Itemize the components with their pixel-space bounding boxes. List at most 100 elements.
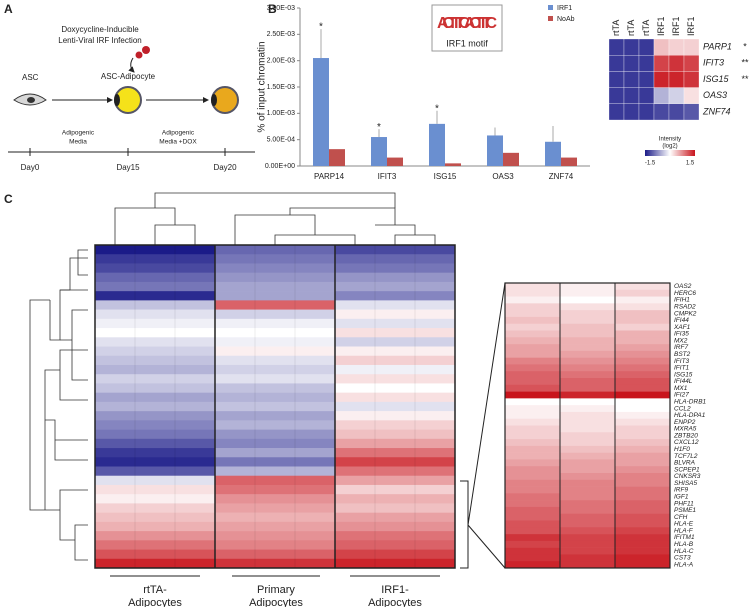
heatmap-cell bbox=[335, 383, 455, 393]
heatmap-cell bbox=[615, 303, 670, 311]
heatmap-cell bbox=[505, 337, 560, 345]
heatmap-cell bbox=[683, 38, 700, 56]
heatmap-cell bbox=[560, 411, 615, 420]
heatmap-cell bbox=[615, 554, 670, 562]
heatmap-cell bbox=[615, 418, 670, 426]
heatmap-cell bbox=[638, 38, 655, 56]
column-label: IRF1 bbox=[686, 16, 696, 36]
heatmap-cell bbox=[335, 263, 455, 273]
heatmap-cell bbox=[505, 540, 560, 548]
heatmap-cell bbox=[615, 344, 670, 352]
heatmap-cell bbox=[505, 350, 560, 358]
x-tick-label: OAS3 bbox=[492, 172, 514, 181]
heatmap-cell bbox=[615, 473, 670, 481]
heatmap-cell bbox=[505, 418, 560, 426]
heatmap-cell bbox=[215, 512, 335, 523]
gene-label: ZBTB20 bbox=[673, 432, 698, 439]
heatmap-cell bbox=[615, 534, 670, 542]
heatmap-cell bbox=[608, 55, 625, 72]
virus-icon bbox=[135, 46, 150, 59]
heatmap-cell bbox=[335, 300, 455, 310]
heatmap-cell bbox=[560, 486, 615, 494]
heatmap-cell bbox=[215, 558, 335, 569]
gene-label: TCF7L2 bbox=[674, 453, 698, 460]
heatmap-cell bbox=[215, 484, 335, 495]
heatmap-cell bbox=[335, 448, 455, 458]
heatmap-cell bbox=[95, 420, 215, 430]
column-label: rtTA bbox=[611, 20, 621, 36]
y-axis-label: % of input chromatin bbox=[257, 41, 268, 132]
heatmap-cell bbox=[668, 103, 685, 121]
gene-label: BLVRA bbox=[674, 460, 695, 467]
heatmap-cell bbox=[95, 337, 215, 347]
gene-label: CMPK2 bbox=[674, 310, 697, 317]
heatmap-cell bbox=[335, 531, 455, 541]
heatmap-cell bbox=[505, 425, 560, 433]
gene-label: SCPEP1 bbox=[674, 466, 700, 473]
heatmap-cell bbox=[505, 391, 560, 399]
heatmap-cell bbox=[215, 503, 335, 513]
gene-label: MX1 bbox=[674, 385, 688, 392]
heatmap-cell bbox=[215, 429, 335, 440]
heatmap-cell bbox=[623, 103, 640, 121]
group-label: Primary bbox=[257, 584, 295, 596]
gene-label: CFH bbox=[674, 514, 688, 521]
motif: ACTTTCACTTTC IRF1 motif bbox=[431, 4, 503, 52]
gene-label: IFITM1 bbox=[674, 534, 695, 541]
heatmap-cell bbox=[215, 383, 335, 393]
heatmap-cell bbox=[215, 245, 335, 255]
heatmap-cell bbox=[95, 494, 215, 504]
heatmap-cell bbox=[615, 330, 670, 338]
gene-label: IFIH1 bbox=[674, 297, 690, 304]
heatmap-cell bbox=[560, 316, 615, 325]
significance: * bbox=[377, 122, 381, 133]
heatmap-cell bbox=[95, 521, 215, 532]
heatmap-cell bbox=[215, 438, 335, 449]
heatmap-cell bbox=[560, 357, 615, 365]
heatmap-cell bbox=[623, 55, 640, 72]
panel-label: A bbox=[4, 2, 13, 16]
heatmap-cell bbox=[668, 55, 685, 72]
row-label: OAS3 bbox=[703, 90, 727, 100]
heatmap-cell bbox=[95, 263, 215, 273]
heatmap-cell bbox=[560, 479, 615, 487]
heatmap-cell bbox=[95, 374, 215, 384]
heatmap-cell bbox=[215, 411, 335, 421]
heatmap-cell bbox=[95, 309, 215, 320]
bar bbox=[545, 141, 561, 166]
heatmap-cell bbox=[615, 378, 670, 386]
heatmap-cell bbox=[668, 87, 685, 104]
gene-label: MX2 bbox=[674, 337, 688, 344]
heatmap-cell bbox=[505, 439, 560, 447]
heatmap-cell bbox=[505, 303, 560, 311]
heatmap-cell bbox=[608, 71, 625, 88]
gene-label: PSME1 bbox=[674, 507, 696, 514]
heatmap-cell bbox=[215, 318, 335, 329]
heatmap-cell bbox=[683, 87, 700, 104]
heatmap-cell bbox=[560, 500, 615, 508]
heatmap-cell bbox=[560, 405, 615, 413]
heatmap-cell bbox=[505, 310, 560, 318]
heatmap-cell bbox=[95, 245, 215, 255]
heatmap-cell bbox=[615, 384, 670, 392]
heatmap-cell bbox=[95, 466, 215, 477]
heatmap-cell bbox=[335, 309, 455, 320]
heatmap-cell bbox=[505, 527, 560, 535]
legend-swatch bbox=[548, 16, 553, 21]
heatmap-cell bbox=[638, 55, 655, 72]
y-tick-label: 2.00E-03 bbox=[267, 58, 296, 65]
legend-title: Intensity bbox=[659, 137, 681, 143]
heatmap-cell bbox=[505, 411, 560, 420]
heatmap-cell bbox=[623, 87, 640, 104]
heatmap-cell bbox=[560, 303, 615, 311]
heatmap-cell bbox=[615, 316, 670, 325]
heatmap-cell bbox=[653, 103, 670, 121]
row-label: PARP1 bbox=[703, 41, 732, 51]
heatmap-cell bbox=[560, 561, 615, 569]
heatmap-cell bbox=[615, 432, 670, 440]
heatmap-cell bbox=[505, 466, 560, 474]
heatmap-cell bbox=[560, 283, 615, 291]
gene-label: IRF7 bbox=[674, 344, 688, 351]
heatmap-cell bbox=[215, 281, 335, 292]
